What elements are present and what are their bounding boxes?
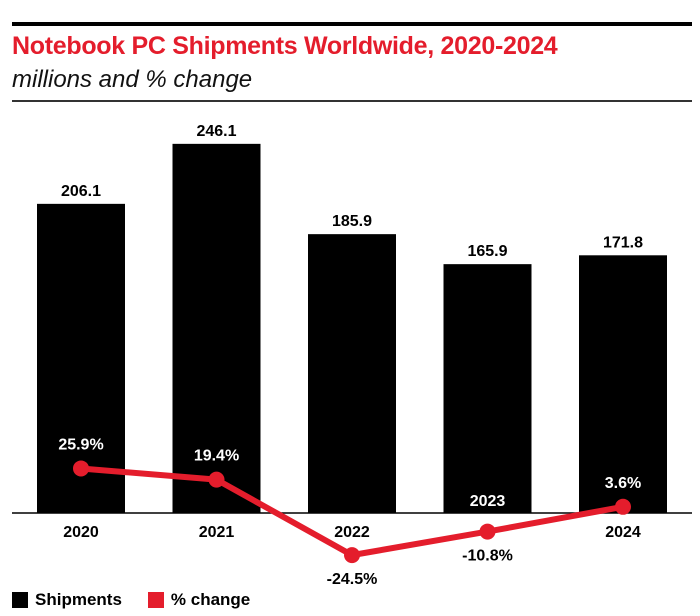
- legend-item-change: % change: [147, 590, 251, 610]
- x-tick-label-2021: 2021: [199, 524, 235, 541]
- legend-swatch-change: [147, 592, 164, 608]
- change-point-2021: [208, 471, 225, 488]
- top-rule: [12, 22, 692, 26]
- bar-2023: [443, 264, 532, 513]
- x-tick-label-2020: 2020: [63, 524, 99, 541]
- legend-item-shipments: Shipments: [12, 590, 122, 610]
- bar-value-label-2020: 206.1: [61, 183, 101, 200]
- change-label-2020: 25.9%: [58, 436, 103, 453]
- change-label-2022: -24.5%: [327, 571, 378, 585]
- change-point-2022: [344, 547, 360, 564]
- x-tick-label-2022: 2022: [334, 524, 370, 541]
- bar-2022: [308, 234, 396, 513]
- chart-subtitle: millions and % change: [12, 66, 253, 93]
- legend: Shipments % change: [12, 590, 276, 610]
- bar-value-label-2023: 165.9: [467, 243, 507, 260]
- bar-value-label-2021: 246.1: [196, 123, 236, 140]
- change-point-2024: [615, 498, 631, 515]
- legend-label-change: % change: [170, 590, 251, 609]
- x-tick-label-2023: 2023: [470, 493, 506, 510]
- chart-area: 206.1 246.1 185.9 165.9 171.8 2020 2021 2022 202…: [12, 123, 692, 585]
- bar-value-label-2024: 171.8: [603, 234, 643, 251]
- change-label-2021: 19.4%: [194, 448, 239, 465]
- chart-title: Notebook PC Shipments Worldwide, 2020-20…: [12, 32, 558, 60]
- bar-2024: [579, 255, 667, 514]
- change-label-2023: -10.8%: [462, 548, 513, 565]
- change-label-2024: 3.6%: [605, 475, 641, 492]
- change-point-2020: [73, 460, 89, 477]
- bar-value-label-2022: 185.9: [332, 213, 372, 230]
- legend-label-shipments: Shipments: [35, 590, 122, 609]
- legend-swatch-shipments: [12, 592, 28, 608]
- x-tick-label-2024: 2024: [605, 524, 641, 541]
- bar-2021: [172, 143, 261, 513]
- subtitle-rule: [12, 100, 692, 102]
- change-point-2023: [479, 523, 496, 540]
